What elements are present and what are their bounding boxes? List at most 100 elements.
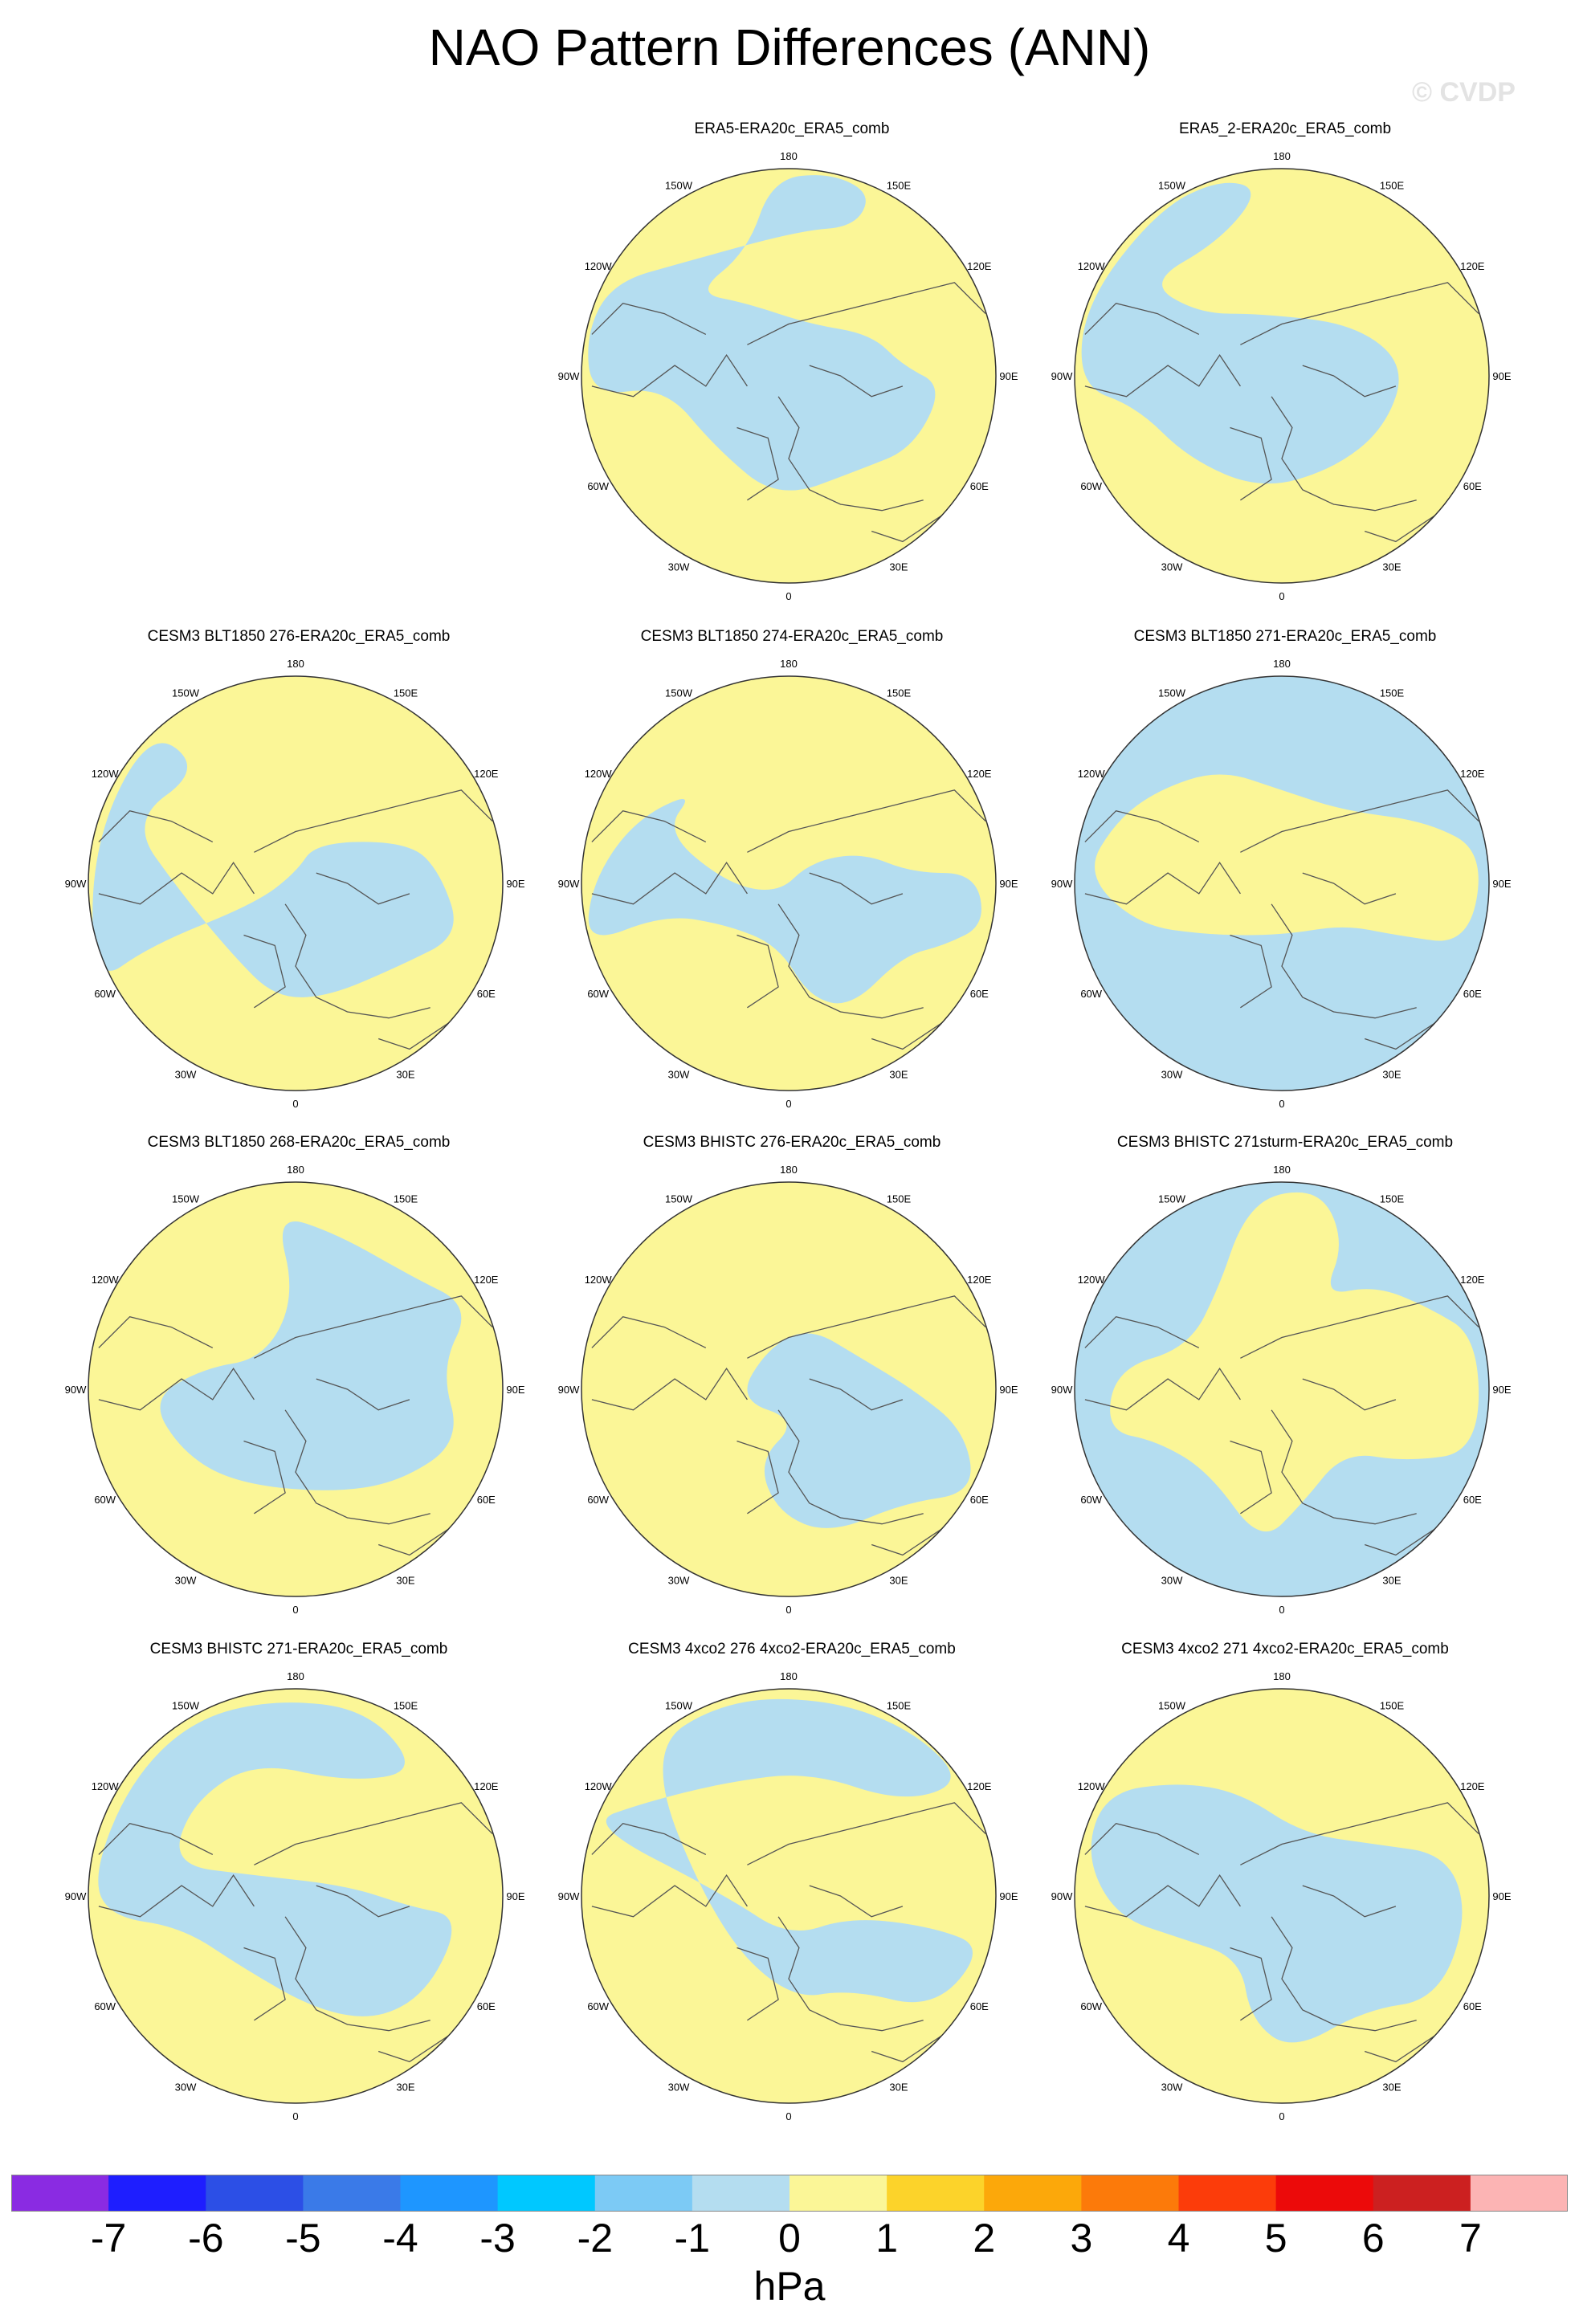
longitude-label: 150E — [1380, 687, 1405, 699]
longitude-label: 120W — [1078, 1274, 1106, 1286]
longitude-label: 60W — [94, 2000, 116, 2012]
colorbar-unit: hPa — [753, 2264, 826, 2309]
polar-map: 180 150E 120E 90E 60E 30E 0 30W 60W 90W 120W 150W — [558, 1670, 1018, 2122]
longitude-label: 60E — [970, 2000, 989, 2012]
colorbar-tick-label: -5 — [285, 2216, 321, 2261]
longitude-label: 150W — [665, 1700, 693, 1712]
longitude-label: 30E — [1382, 2081, 1401, 2093]
panel-title: CESM3 4xco2 276 4xco2-ERA20c_ERA5_comb — [628, 1641, 956, 1657]
figure-title: NAO Pattern Differences (ANN) — [428, 18, 1151, 76]
longitude-label: 60W — [587, 480, 609, 492]
longitude-label: 0 — [785, 590, 791, 602]
coastline — [1084, 1822, 1200, 1855]
longitude-label: 90W — [65, 878, 87, 890]
colorbar-swatch — [887, 2175, 985, 2212]
coastline — [777, 903, 924, 1019]
longitude-label: 0 — [785, 1604, 791, 1616]
longitude-label: 90E — [999, 878, 1018, 890]
coastline — [591, 1822, 707, 1855]
longitude-label: 90E — [999, 1384, 1018, 1396]
panel-title: CESM3 BHISTC 271sturm-ERA20c_ERA5_comb — [1116, 1134, 1454, 1151]
coastline — [284, 1409, 430, 1525]
longitude-label: 30W — [668, 1574, 690, 1586]
longitude-label: 90E — [506, 1890, 524, 1902]
coastline — [1084, 862, 1241, 905]
longitude-label: 120E — [1460, 260, 1485, 272]
polar-map: 180 150E 120E 90E 60E 30E 0 30W 60W 90W 120W 150W — [558, 150, 1018, 602]
coastline — [1230, 1440, 1272, 1515]
longitude-label: 120W — [1078, 1780, 1106, 1792]
longitude-label: 150W — [1158, 1700, 1186, 1712]
map-rim — [88, 675, 504, 1091]
longitude-label: 90W — [558, 878, 580, 890]
longitude-label: 120W — [585, 260, 613, 272]
map-panel: CESM3 BHISTC 271sturm-ERA20c_ERA5_comb 18… — [1036, 1134, 1534, 1640]
colorbar-swatch — [497, 2175, 596, 2212]
longitude-label: 90E — [1492, 370, 1511, 382]
longitude-label: 150W — [172, 687, 200, 699]
longitude-label: 60E — [1463, 480, 1482, 492]
anomaly-region — [1091, 1784, 1463, 2043]
map-rim — [1074, 675, 1490, 1091]
longitude-label: 90E — [999, 1890, 1018, 1902]
longitude-label: 60W — [1080, 1494, 1102, 1506]
longitude-label: 60W — [587, 1494, 609, 1506]
longitude-label: 120E — [1460, 1780, 1485, 1792]
longitude-label: 150E — [394, 1700, 418, 1712]
longitude-label: 60E — [1463, 988, 1482, 1000]
longitude-label: 120E — [967, 1274, 992, 1286]
longitude-label: 90E — [999, 370, 1018, 382]
longitude-label: 150E — [887, 1700, 912, 1712]
coastline — [736, 934, 779, 1009]
longitude-label: 90W — [1051, 370, 1073, 382]
map-panel: CESM3 BLT1850 271-ERA20c_ERA5_comb 180 150… — [1036, 628, 1534, 1134]
coastline — [316, 872, 410, 905]
coastline — [1302, 365, 1397, 398]
colorbar-swatch — [400, 2175, 499, 2212]
colorbar-tick-label: 5 — [1264, 2216, 1287, 2261]
longitude-label: 180 — [780, 1164, 798, 1176]
map-rim — [1074, 168, 1490, 584]
longitude-label: 120W — [92, 1274, 120, 1286]
longitude-label: 60E — [477, 1494, 496, 1506]
longitude-label: 150E — [394, 1193, 418, 1205]
colorbar-tick-label: -3 — [479, 2216, 516, 2261]
longitude-label: 60E — [970, 1494, 989, 1506]
polar-map: 180 150E 120E 90E 60E 30E 0 30W 60W 90W 120W 150W — [558, 658, 1018, 1110]
longitude-label: 150W — [1158, 1193, 1186, 1205]
longitude-label: 150E — [394, 687, 418, 699]
coastline — [316, 1885, 410, 1918]
colorbar-tick-labels: -7 -6 -5 -4 -3 -2 -1 0 1 2 3 4 5 6 7 — [0, 2215, 1579, 2263]
longitude-label: 60W — [94, 988, 116, 1000]
longitude-label: 30W — [668, 561, 690, 573]
longitude-label: 30W — [668, 1068, 690, 1080]
polar-map: 180 150E 120E 90E 60E 30E 0 30W 60W 90W 120W 150W — [1051, 1164, 1512, 1616]
coastline — [736, 1947, 779, 2021]
longitude-label: 180 — [780, 658, 798, 670]
coastline — [747, 789, 986, 853]
longitude-label: 90W — [558, 1384, 580, 1396]
colorbar-swatch — [206, 2175, 304, 2212]
longitude-label: 120W — [1078, 260, 1106, 272]
longitude-label: 0 — [292, 2110, 298, 2122]
longitude-label: 90W — [558, 370, 580, 382]
coastline — [1230, 1947, 1272, 2021]
colorbar-swatch — [108, 2175, 206, 2212]
coastline — [809, 365, 904, 398]
coastline — [1302, 1885, 1397, 1918]
coastline — [1084, 1874, 1241, 1918]
coastline — [1302, 872, 1397, 905]
colorbar-swatch — [594, 2175, 693, 2212]
coastline — [284, 903, 430, 1019]
longitude-label: 60E — [477, 988, 496, 1000]
panel-title: CESM3 4xco2 271 4xco2-ERA20c_ERA5_comb — [1121, 1641, 1449, 1657]
longitude-label: 0 — [785, 2110, 791, 2122]
colorbar — [11, 2175, 1568, 2212]
coastline — [1240, 789, 1479, 853]
coastline — [254, 1802, 493, 1865]
colorbar-tick-label: 0 — [778, 2216, 801, 2261]
longitude-label: 150E — [1380, 1700, 1405, 1712]
map-rim — [1074, 1688, 1490, 2104]
coastline — [243, 1947, 286, 2021]
colorbar-swatch — [1178, 2175, 1277, 2212]
